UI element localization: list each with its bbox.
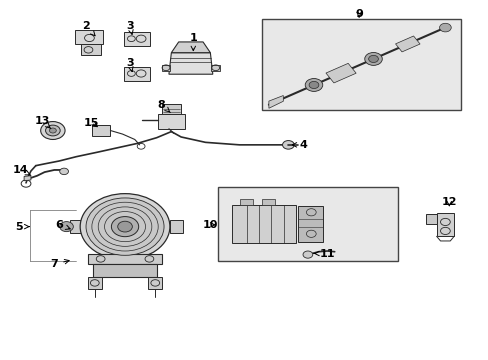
Circle shape: [118, 221, 132, 232]
Text: 1: 1: [189, 33, 197, 51]
Circle shape: [282, 140, 294, 149]
Bar: [239, 199, 253, 205]
Polygon shape: [436, 213, 453, 236]
Polygon shape: [148, 277, 161, 289]
Text: 5: 5: [16, 222, 29, 231]
Polygon shape: [88, 253, 161, 264]
Polygon shape: [75, 30, 103, 44]
Text: 7: 7: [50, 259, 69, 269]
Polygon shape: [161, 104, 181, 114]
Polygon shape: [298, 206, 322, 242]
Polygon shape: [161, 64, 170, 71]
Circle shape: [41, 122, 65, 139]
Circle shape: [308, 81, 318, 89]
Polygon shape: [124, 32, 150, 46]
Circle shape: [86, 198, 163, 255]
Circle shape: [111, 217, 139, 237]
Circle shape: [364, 53, 382, 66]
Text: 11: 11: [313, 248, 334, 258]
Circle shape: [60, 168, 68, 175]
Polygon shape: [169, 220, 182, 233]
Polygon shape: [92, 125, 110, 136]
Polygon shape: [70, 220, 83, 233]
Polygon shape: [24, 176, 31, 181]
Circle shape: [45, 125, 60, 136]
Polygon shape: [93, 264, 157, 277]
Polygon shape: [395, 36, 419, 52]
Circle shape: [80, 194, 169, 260]
Text: 10: 10: [202, 220, 218, 230]
Circle shape: [305, 78, 322, 91]
Text: 3: 3: [126, 21, 133, 35]
Polygon shape: [171, 42, 210, 53]
Text: 3: 3: [126, 58, 133, 72]
Polygon shape: [232, 205, 295, 243]
Bar: [261, 199, 275, 205]
Text: 6: 6: [55, 220, 70, 230]
Polygon shape: [325, 63, 355, 83]
Bar: [261, 19, 461, 110]
Circle shape: [60, 222, 73, 231]
Text: 4: 4: [292, 140, 306, 150]
Text: 2: 2: [82, 21, 95, 36]
Text: 14: 14: [12, 165, 31, 175]
Polygon shape: [88, 277, 102, 289]
Circle shape: [303, 251, 312, 258]
Polygon shape: [425, 214, 436, 224]
Text: 9: 9: [354, 9, 362, 19]
Polygon shape: [158, 114, 184, 129]
Polygon shape: [124, 67, 150, 81]
Text: 8: 8: [158, 100, 170, 113]
Circle shape: [439, 23, 450, 32]
Circle shape: [368, 55, 378, 63]
Polygon shape: [211, 64, 220, 71]
Text: 13: 13: [34, 116, 51, 129]
Text: 12: 12: [441, 197, 456, 207]
Circle shape: [49, 128, 56, 133]
Bar: [217, 187, 397, 261]
Polygon shape: [168, 53, 212, 74]
Polygon shape: [268, 95, 283, 108]
Text: 15: 15: [83, 118, 99, 128]
Polygon shape: [81, 44, 101, 55]
